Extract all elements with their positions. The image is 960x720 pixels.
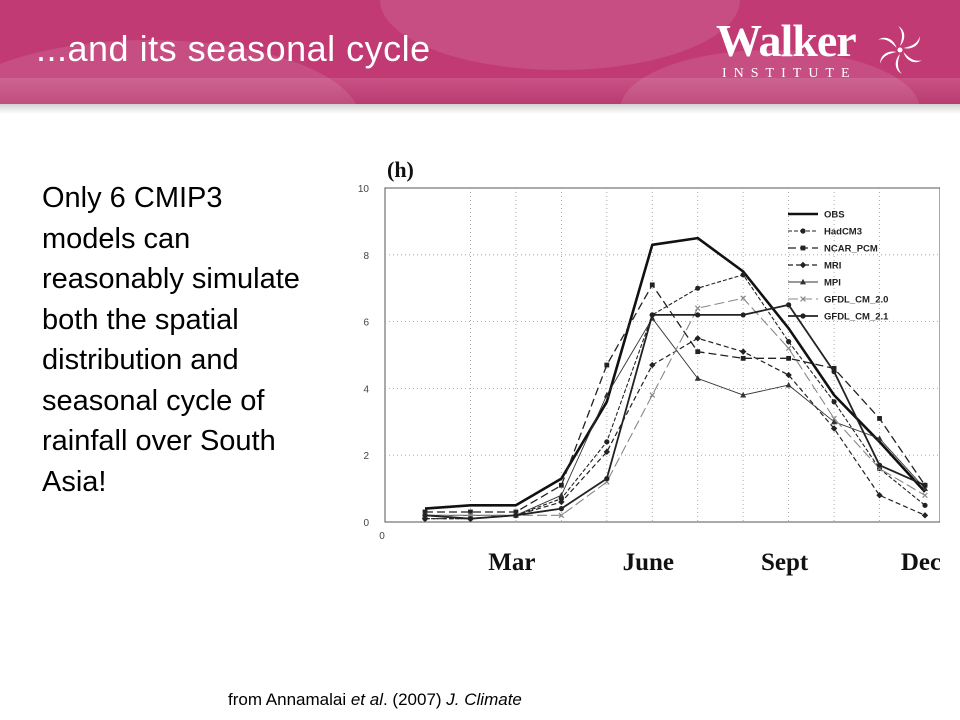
series-point <box>468 509 473 515</box>
series-point <box>785 345 792 352</box>
series-point <box>922 482 928 488</box>
series-point <box>558 482 564 488</box>
walker-institute-logo: Walker INSTITUTE <box>716 15 936 88</box>
series-point <box>876 492 883 499</box>
series-point <box>604 362 610 368</box>
series-point <box>740 355 746 361</box>
series-point <box>922 485 928 491</box>
citation-middle: . (2007) <box>382 690 447 709</box>
series-line <box>425 337 926 520</box>
series-point <box>740 272 746 278</box>
citation: from Annamalai et al. (2007) J. Climate <box>228 690 522 710</box>
x-tick-label: June <box>623 549 674 576</box>
series-point <box>877 416 882 421</box>
series-point <box>831 415 837 422</box>
series-point <box>830 425 838 432</box>
pinwheel-icon <box>878 26 922 74</box>
series-point <box>831 365 837 371</box>
series-point <box>922 492 928 499</box>
series-point <box>649 312 655 318</box>
series-line <box>424 236 926 510</box>
legend-marker <box>800 228 806 234</box>
series-line <box>425 317 926 516</box>
legend-label: GFDL_CM_2.0 <box>824 295 888 306</box>
series-line <box>424 303 926 520</box>
legend-label: OBS <box>824 210 845 221</box>
citation-journal: J. Climate <box>446 690 522 709</box>
series-point <box>831 369 837 375</box>
series-point <box>603 391 610 398</box>
series-line <box>425 284 926 513</box>
series-point <box>604 439 610 445</box>
series-point <box>740 391 747 398</box>
series-point <box>786 339 792 345</box>
citation-etal: et al <box>350 690 383 709</box>
series-point <box>695 349 701 355</box>
x-tick-label: Mar <box>488 549 535 576</box>
citation-prefix: from Annamalai <box>228 690 351 709</box>
y-tick-label: 6 <box>363 318 369 329</box>
series-point <box>694 335 701 342</box>
series-point <box>786 302 792 308</box>
series-point <box>422 509 428 515</box>
series-point <box>513 512 519 518</box>
series-point <box>785 381 792 388</box>
series-point <box>604 475 610 482</box>
x-origin-label: 0 <box>379 531 385 542</box>
series-point <box>740 295 747 302</box>
series-point <box>921 512 929 519</box>
series-point <box>649 282 655 288</box>
legend-marker <box>799 261 807 269</box>
logo-subtitle: INSTITUTE <box>722 66 857 81</box>
series-point <box>740 312 746 318</box>
series-point <box>558 492 565 498</box>
panel-label: (h) <box>387 157 414 182</box>
legend-label: HadCM3 <box>824 227 862 238</box>
y-tick-label: 0 <box>363 518 369 529</box>
logo-wordmark: Walker <box>716 15 857 66</box>
legend-label: MPI <box>824 278 841 289</box>
series-point <box>739 348 747 355</box>
series-point <box>513 509 519 515</box>
series-point <box>922 502 928 508</box>
series-line <box>425 274 926 520</box>
series-point <box>422 512 428 518</box>
series-point <box>786 355 792 361</box>
plot-frame <box>384 187 940 523</box>
legend-label: MRI <box>824 261 841 272</box>
header-shadow <box>0 104 960 114</box>
legend-marker <box>800 245 806 251</box>
slide-header: ...and its seasonal cycle Walker INSTITU… <box>0 0 960 104</box>
header-band <box>0 78 960 104</box>
series-point <box>876 462 883 468</box>
series-point <box>649 392 656 398</box>
slide-title: ...and its seasonal cycle <box>36 28 431 69</box>
y-tick-label: 10 <box>358 184 370 195</box>
series-point <box>558 512 565 519</box>
y-tick-label: 8 <box>363 251 369 262</box>
y-tick-label: 2 <box>363 451 369 462</box>
legend-marker <box>800 278 806 285</box>
series-point <box>695 312 701 318</box>
series-point <box>831 418 838 425</box>
series-point <box>694 305 701 312</box>
series-line <box>425 297 926 516</box>
series-point <box>649 361 656 369</box>
legend-marker <box>800 313 806 319</box>
x-tick-label: Dec <box>901 549 940 576</box>
series-point <box>695 285 701 291</box>
series-point <box>785 371 792 379</box>
legend-label: GFDL_CM_2.1 <box>824 312 889 323</box>
x-tick-label: Sept <box>761 549 809 576</box>
series-point <box>467 516 474 522</box>
legend-label: NCAR_PCM <box>824 244 878 255</box>
legend-marker <box>800 296 806 302</box>
y-tick-label: 4 <box>363 384 369 395</box>
body-text: Only 6 CMIP3 models can reasonably simul… <box>42 182 300 498</box>
series-point <box>831 399 837 405</box>
series-point <box>876 435 883 441</box>
series-point <box>558 506 564 512</box>
seasonal-cycle-chart: 0 2 4 6 8 10 0 Mar June Sept Dec (h) OBS HadCM3 NCAR_P… <box>358 157 940 576</box>
series-point <box>694 375 701 381</box>
